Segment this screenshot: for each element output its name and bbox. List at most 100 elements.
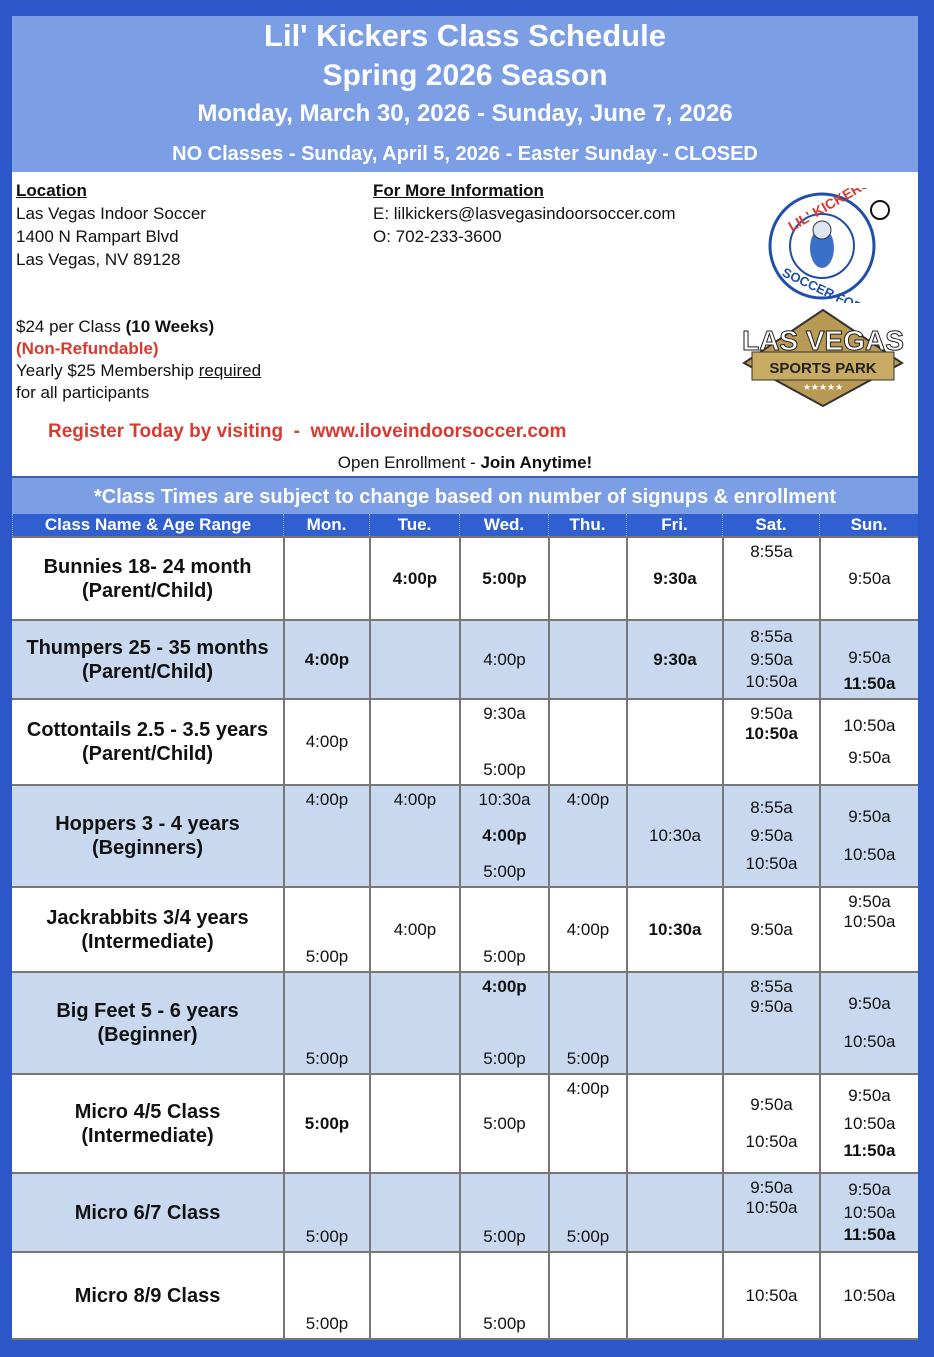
time-cell: 9:50a 10:50a: [819, 973, 918, 1073]
class-time: 9:50a: [750, 649, 793, 669]
time-cell: [626, 1174, 722, 1251]
class-time: 5:00p: [305, 1227, 349, 1246]
class-time: 9:50a: [848, 994, 891, 1014]
class-time: 4:00p: [566, 1079, 610, 1098]
class-name-line: Micro 6/7 Class: [74, 1201, 221, 1224]
class-time: 9:50a: [848, 1180, 891, 1200]
class-time: 10:50a: [843, 1113, 896, 1133]
class-time: 11:50a: [843, 1224, 896, 1244]
price: $24 per Class: [16, 317, 126, 336]
participants: for all participants: [16, 383, 150, 402]
schedule-notice: *Class Times are subject to change based…: [12, 476, 918, 514]
time-cell: 4:00p 5:00p: [459, 973, 548, 1073]
time-cell: 10:50a: [722, 1253, 819, 1338]
class-time: 5:00p: [304, 1113, 350, 1133]
class-name-cell: Micro 8/9 Class: [12, 1253, 283, 1338]
class-name-line: (Intermediate): [81, 930, 214, 953]
class-name-line: (Parent/Child): [81, 743, 214, 765]
time-cell: 4:00p: [548, 1075, 626, 1172]
table-row: Thumpers 25 - 35 months (Parent/Child) 4:0…: [12, 621, 918, 700]
class-name-cell: Big Feet 5 - 6 years (Beginner): [12, 973, 283, 1073]
column-header: Class Name & Age Range: [12, 514, 283, 536]
time-cell: 4:00p: [283, 786, 369, 886]
table-row: Hoppers 3 - 4 years (Beginners) 4:00p 4:00p…: [12, 786, 918, 888]
class-name-cell: Cottontails 2.5 - 3.5 years (Parent/Child…: [12, 700, 283, 784]
column-header: Wed.: [459, 514, 548, 536]
class-time: 4:00p: [304, 649, 350, 669]
time-cell: 9:50a: [722, 888, 819, 971]
class-time: 9:50a: [750, 1178, 793, 1197]
table-row: Micro 8/9 Class 5:00p 5:00p 10:50a 10:50a: [12, 1253, 918, 1340]
time-cell: [369, 1174, 459, 1251]
class-name-line: Micro 4/5 Class: [74, 1100, 221, 1123]
class-time: 5:00p: [305, 1314, 349, 1333]
class-time: 10:30a: [648, 919, 702, 939]
season-dates: Monday, March 30, 2026 - Sunday, June 7,…: [197, 100, 733, 127]
class-name-line: Cottontails 2.5 - 3.5 years: [26, 719, 269, 741]
class-time: 5:00p: [483, 760, 526, 779]
table-row: Big Feet 5 - 6 years (Beginner) 5:00p 4:00p…: [12, 973, 918, 1075]
class-name-cell: Thumpers 25 - 35 months (Parent/Child): [12, 621, 283, 698]
class-time: 9:50a: [848, 648, 891, 667]
table-row: Bunnies 18- 24 month (Parent/Child) 4:00p 5…: [12, 538, 918, 621]
class-name-line: (Intermediate): [81, 1124, 214, 1147]
svg-text:LAS VEGAS: LAS VEGAS: [742, 325, 904, 356]
email-link[interactable]: E: lilkickers@lasvegasindoorsoccer.com: [373, 204, 676, 223]
time-cell: 5:00p: [459, 1174, 548, 1251]
time-cell: [369, 621, 459, 698]
time-cell: 10:30a: [626, 888, 722, 971]
class-time: 10:50a: [745, 671, 798, 691]
register-link[interactable]: Register Today by visiting - www.ilovein…: [48, 421, 567, 442]
svg-text:★★★★★: ★★★★★: [803, 382, 843, 392]
time-cell: 10:50a 9:50a: [819, 700, 918, 784]
schedule-page: Lil' Kickers Class Schedule Spring 2026 …: [12, 16, 918, 1340]
time-cell: 4:00p: [548, 786, 626, 886]
time-cell: 8:55a 9:50a 10:50a: [722, 621, 819, 698]
time-cell: 9:30a 5:00p: [459, 700, 548, 784]
class-time: 9:30a: [653, 568, 697, 588]
class-time: 10:50a: [843, 1031, 896, 1051]
svg-text:SPORTS PARK: SPORTS PARK: [769, 360, 876, 377]
season-title: Spring 2026 Season: [322, 59, 608, 92]
phone-number[interactable]: O: 702-233-3600: [373, 227, 502, 246]
column-header: Tue.: [369, 514, 459, 536]
time-cell: 4:00p: [548, 888, 626, 971]
location-block: Location Las Vegas Indoor Soccer 1400 N …: [16, 179, 206, 271]
class-time: 9:50a: [750, 919, 793, 939]
class-name-line: (Parent/Child): [81, 579, 214, 602]
class-name-line: (Beginners): [91, 837, 204, 859]
table-row: Micro 6/7 Class 5:00p 5:00p 5:00p 9:50a 10:50…: [12, 1174, 918, 1253]
class-time: 5:00p: [483, 1113, 526, 1133]
class-time: 8:55a: [750, 798, 793, 817]
class-name-line: Hoppers 3 - 4 years: [55, 813, 240, 835]
time-cell: [626, 973, 722, 1073]
time-cell: 5:00p: [283, 1174, 369, 1251]
column-header: Thu.: [548, 514, 626, 536]
time-cell: [369, 1075, 459, 1172]
time-cell: 5:00p: [283, 888, 369, 971]
column-header: Sat.: [722, 514, 819, 536]
class-time: 11:50a: [843, 674, 896, 693]
time-cell: [369, 1253, 459, 1338]
class-name-line: Jackrabbits 3/4 years: [46, 906, 249, 929]
time-cell: 4:00p: [369, 538, 459, 619]
pricing-block: $24 per Class (10 Weeks) (Non-Refundable…: [16, 316, 261, 404]
class-time: 9:30a: [483, 704, 526, 723]
time-cell: 5:00p: [283, 973, 369, 1073]
weeks: (10 Weeks): [125, 317, 215, 336]
time-cell: [626, 1253, 722, 1338]
info-heading: For More Information: [373, 181, 544, 200]
class-time: 11:50a: [843, 1140, 896, 1160]
table-row: Micro 4/5 Class (Intermediate) 5:00p 5:00p 4…: [12, 1075, 918, 1174]
time-cell: 4:00p: [283, 700, 369, 784]
time-cell: 4:00p: [369, 888, 459, 971]
class-time: 9:30a: [653, 649, 697, 669]
time-cell: 8:55a: [722, 538, 819, 619]
class-time: 10:50a: [745, 724, 798, 743]
class-time: 8:55a: [750, 542, 793, 561]
class-time: 4:00p: [392, 568, 438, 588]
class-name-cell: Hoppers 3 - 4 years (Beginners): [12, 786, 283, 886]
class-name-cell: Micro 6/7 Class: [12, 1174, 283, 1251]
time-cell: 10:50a: [819, 1253, 918, 1338]
time-cell: [626, 1075, 722, 1172]
